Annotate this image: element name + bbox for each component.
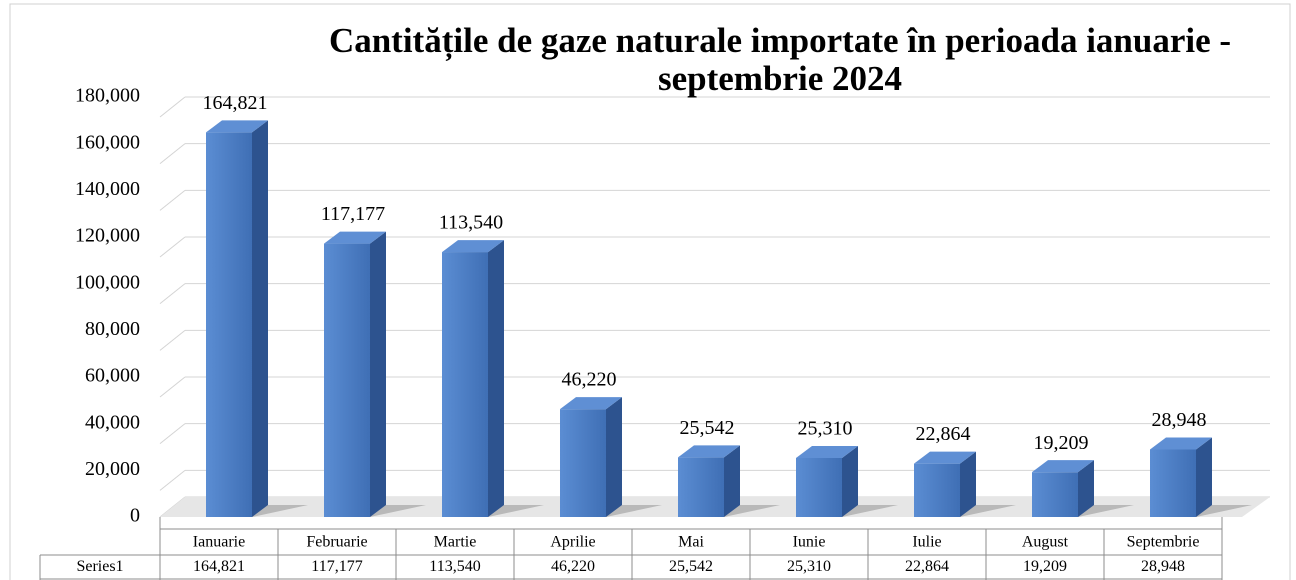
- bar-side: [606, 397, 622, 517]
- bar-top: [1032, 460, 1094, 473]
- data-label: 28,948: [1152, 409, 1207, 431]
- bar-side: [724, 445, 740, 517]
- bar-side: [842, 445, 858, 517]
- bar: [1032, 472, 1078, 517]
- data-label: 117,177: [321, 203, 385, 225]
- bar: [914, 463, 960, 517]
- legend-label: Series1: [76, 558, 123, 575]
- x-tick-label: Mai: [678, 534, 704, 551]
- x-tick-label: Iulie: [912, 534, 941, 551]
- table-cell: 19,209: [1023, 558, 1067, 575]
- data-label: 25,310: [798, 418, 853, 440]
- y-tick-label: 80,000: [85, 318, 140, 340]
- bar-side: [488, 240, 504, 517]
- y-tick-label: 60,000: [85, 365, 140, 387]
- table-cell: 25,310: [787, 558, 831, 575]
- x-tick-label: August: [1022, 534, 1069, 551]
- data-label: 25,542: [680, 417, 735, 439]
- table-cell: 117,177: [311, 558, 362, 575]
- bar: [206, 132, 252, 517]
- x-tick-label: Septembrie: [1127, 534, 1200, 551]
- chart-border: [9, 3, 1291, 580]
- chart-title: Cantitățile de gaze naturale importate î…: [328, 21, 1232, 98]
- grid-line: [159, 469, 186, 491]
- y-tick-label: 180,000: [75, 85, 140, 107]
- y-tick-label: 120,000: [75, 225, 140, 247]
- bar-side: [1078, 460, 1094, 517]
- x-tick-label: Iunie: [793, 534, 826, 551]
- bar-side: [1196, 437, 1212, 517]
- bar-top: [560, 397, 622, 410]
- grid-line: [159, 283, 186, 305]
- table-cell: 25,542: [669, 558, 713, 575]
- y-tick-label: 100,000: [75, 271, 140, 293]
- bar-side: [252, 120, 268, 517]
- bar: [324, 243, 370, 517]
- bar-top: [796, 445, 858, 458]
- y-tick-label: 160,000: [75, 131, 140, 153]
- grid-line: [159, 189, 186, 211]
- bar-top: [206, 120, 268, 133]
- data-label: 46,220: [562, 369, 617, 391]
- bar-top: [442, 240, 504, 253]
- x-tick-label: Februarie: [306, 534, 367, 551]
- grid-line: [159, 423, 186, 445]
- grid-line: [159, 96, 186, 118]
- data-label: 164,821: [203, 92, 268, 114]
- x-tick-label: Martie: [434, 534, 477, 551]
- y-tick-label: 0: [130, 505, 140, 527]
- grid-line: [159, 376, 186, 398]
- bar-top: [914, 451, 976, 464]
- data-label: 22,864: [916, 423, 971, 445]
- table-cell: 28,948: [1141, 558, 1185, 575]
- data-label: 19,209: [1034, 432, 1089, 454]
- table-cell: 22,864: [905, 558, 949, 575]
- table-cell: 113,540: [429, 558, 480, 575]
- y-tick-label: 140,000: [75, 178, 140, 200]
- bar: [796, 457, 842, 517]
- bar: [442, 252, 488, 517]
- bar-top: [324, 231, 386, 244]
- y-tick-label: 40,000: [85, 411, 140, 433]
- bar-top: [678, 445, 740, 458]
- bar-side: [960, 451, 976, 517]
- grid-line: [159, 143, 186, 165]
- y-tick-label: 20,000: [85, 458, 140, 480]
- bar: [560, 409, 606, 517]
- bar-top: [1150, 437, 1212, 450]
- table-cell: 46,220: [551, 558, 595, 575]
- grid-line: [159, 329, 186, 351]
- bar-side: [370, 231, 386, 517]
- data-label: 113,540: [439, 212, 503, 234]
- x-tick-label: Aprilie: [550, 534, 595, 551]
- grid-line: [159, 236, 186, 258]
- bar: [678, 457, 724, 517]
- table-cell: 164,821: [193, 558, 245, 575]
- x-tick-label: Ianuarie: [193, 534, 245, 551]
- bar: [1150, 449, 1196, 517]
